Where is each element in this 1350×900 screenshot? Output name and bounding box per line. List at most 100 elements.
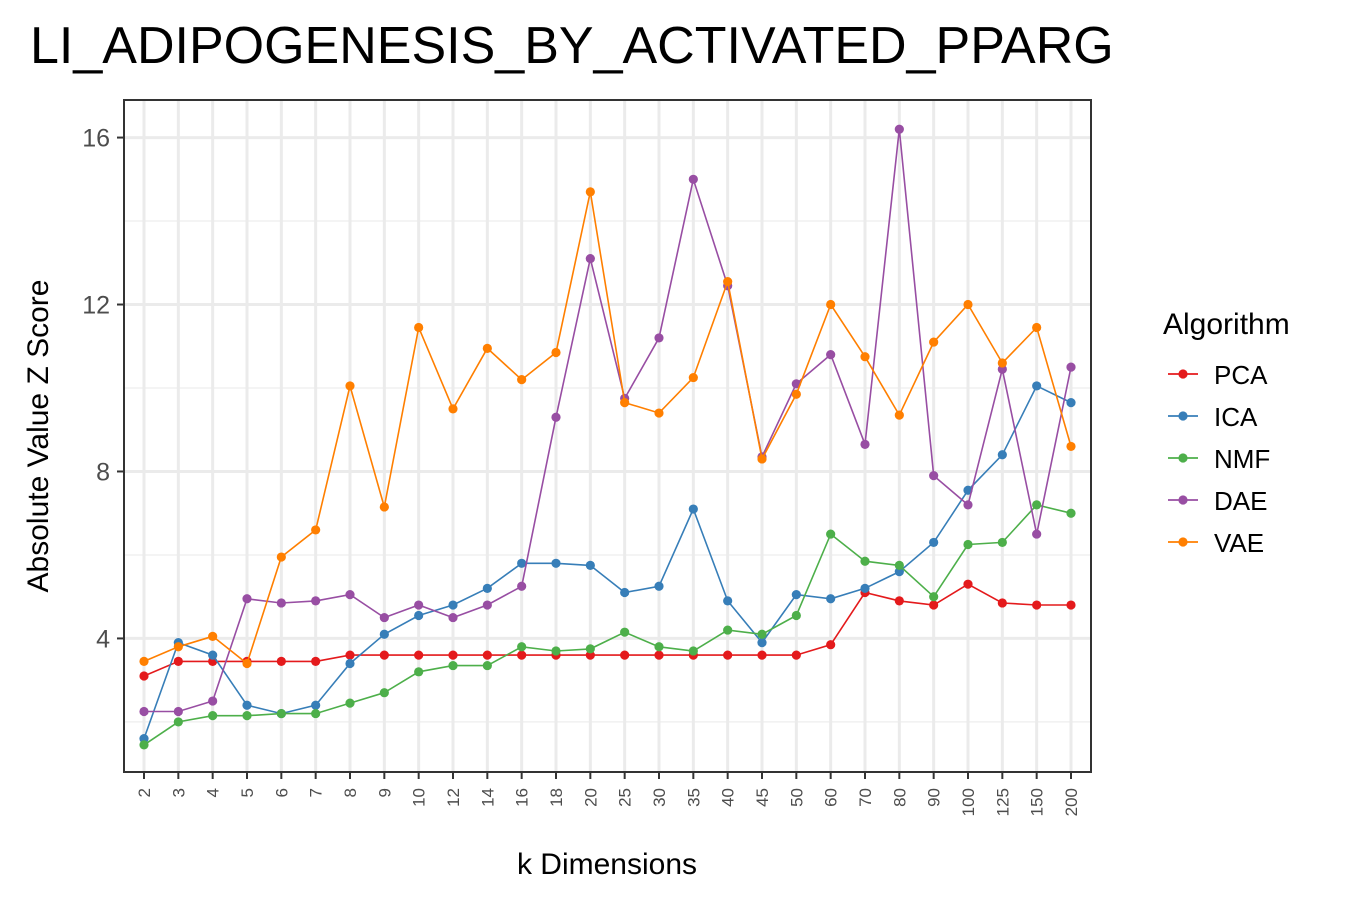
- point-vae: [379, 502, 389, 512]
- legend-label-nmf: NMF: [1214, 444, 1270, 474]
- point-ica: [757, 638, 767, 648]
- x-axis-title: k Dimensions: [517, 848, 697, 881]
- point-ica: [414, 610, 424, 621]
- point-dae: [448, 612, 458, 623]
- point-vae: [173, 642, 183, 652]
- point-vae: [791, 389, 801, 399]
- x-tick-label: 80: [890, 788, 909, 807]
- x-tick-label: 12: [444, 788, 463, 807]
- legend-key-point-nmf: [1178, 453, 1188, 463]
- point-vae: [826, 299, 836, 310]
- point-nmf: [414, 667, 424, 677]
- point-nmf: [826, 529, 836, 539]
- point-vae: [757, 454, 767, 464]
- point-pca: [311, 656, 321, 666]
- point-vae: [654, 408, 664, 418]
- point-pca: [1066, 600, 1076, 610]
- point-nmf: [688, 646, 698, 656]
- point-ica: [997, 450, 1007, 460]
- point-vae: [208, 631, 218, 641]
- x-tick-label: 25: [616, 788, 635, 807]
- point-vae: [585, 187, 595, 197]
- point-vae: [1066, 441, 1076, 452]
- series-line-nmf: [143, 504, 1072, 746]
- point-nmf: [929, 592, 939, 602]
- point-ica: [620, 587, 630, 598]
- point-nmf: [517, 642, 527, 652]
- x-tick-label: 90: [925, 788, 944, 807]
- legend-key-point-ica: [1178, 411, 1188, 421]
- point-nmf: [1066, 508, 1076, 518]
- point-ica: [208, 650, 218, 660]
- point-nmf: [448, 660, 458, 671]
- x-tick-label: 2: [135, 788, 154, 797]
- legend-key-point-pca: [1178, 369, 1188, 379]
- series-line-dae: [144, 129, 1072, 713]
- point-nmf: [620, 627, 630, 637]
- x-tick-label: 45: [753, 788, 772, 807]
- point-vae: [997, 358, 1007, 368]
- point-pca: [414, 650, 424, 660]
- legend-key-point-vae: [1178, 537, 1188, 547]
- x-tick-label: 4: [204, 788, 223, 797]
- legend-label-pca: PCA: [1214, 360, 1268, 390]
- point-nmf: [757, 629, 767, 639]
- point-vae: [963, 299, 973, 310]
- point-pca: [963, 579, 973, 589]
- point-pca: [723, 650, 733, 660]
- point-pca: [826, 640, 836, 650]
- point-nmf: [894, 560, 904, 570]
- x-tick-label: 8: [341, 788, 360, 797]
- point-pca: [1032, 600, 1042, 610]
- y-tick-label: 4: [96, 625, 110, 653]
- point-ica: [1032, 381, 1042, 391]
- point-pca: [517, 650, 527, 660]
- x-tick-label: 10: [410, 788, 429, 807]
- point-dae: [482, 600, 492, 610]
- legend-label-dae: DAE: [1214, 486, 1267, 516]
- point-ica: [723, 596, 733, 606]
- legend-title: Algorithm: [1163, 308, 1290, 341]
- point-nmf: [551, 646, 561, 656]
- point-vae: [414, 322, 424, 333]
- point-nmf: [963, 539, 973, 550]
- point-nmf: [208, 711, 218, 721]
- point-pca: [482, 650, 492, 660]
- point-ica: [517, 558, 527, 568]
- point-nmf: [654, 642, 664, 652]
- point-pca: [448, 650, 458, 660]
- point-vae: [551, 347, 561, 358]
- series-line-vae: [143, 191, 1072, 665]
- point-dae: [551, 412, 561, 422]
- point-vae: [1032, 322, 1042, 333]
- point-ica: [688, 504, 698, 514]
- point-dae: [276, 598, 286, 608]
- point-nmf: [1032, 500, 1042, 510]
- point-dae: [654, 333, 664, 343]
- point-vae: [139, 656, 149, 666]
- point-ica: [482, 583, 492, 593]
- x-tick-label: 35: [684, 788, 703, 807]
- point-nmf: [242, 711, 252, 721]
- point-ica: [345, 658, 355, 669]
- x-tick-label: 30: [650, 788, 669, 807]
- series-line-pca: [143, 583, 1071, 677]
- legend-key-point-dae: [1178, 495, 1188, 505]
- point-nmf: [311, 708, 321, 719]
- point-ica: [379, 629, 389, 639]
- legend-label-ica: ICA: [1214, 402, 1258, 432]
- point-nmf: [276, 708, 286, 719]
- point-nmf: [345, 698, 355, 708]
- point-pca: [654, 650, 664, 660]
- x-tick-label: 18: [547, 788, 566, 807]
- point-dae: [517, 581, 527, 591]
- point-pca: [379, 650, 389, 660]
- point-ica: [1066, 398, 1076, 408]
- point-pca: [997, 598, 1007, 608]
- x-tick-label: 7: [307, 788, 326, 797]
- x-tick-label: 9: [375, 788, 394, 797]
- point-pca: [173, 656, 183, 666]
- point-dae: [860, 439, 870, 449]
- x-tick-label: 14: [478, 788, 497, 807]
